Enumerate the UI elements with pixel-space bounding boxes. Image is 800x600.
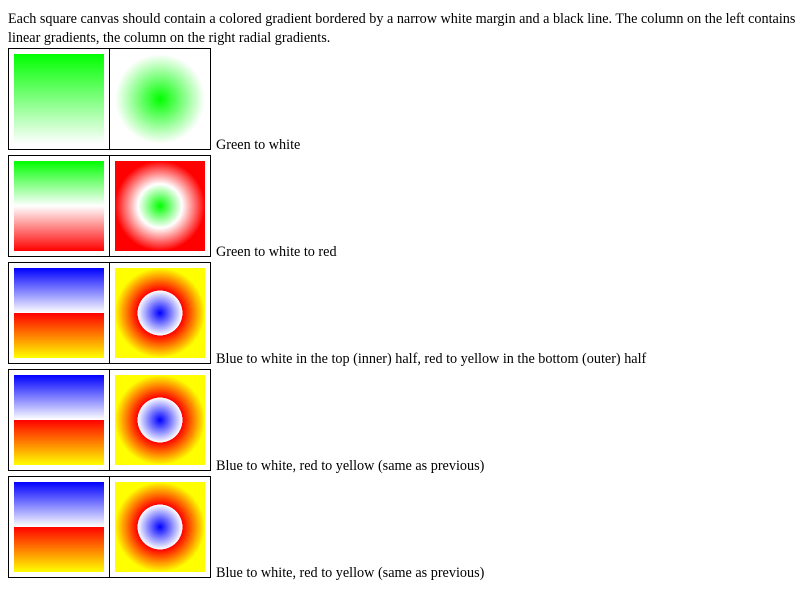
row-caption: Blue to white, red to yellow (same as pr… xyxy=(216,565,485,581)
row-caption: Green to white to red xyxy=(216,244,337,260)
radial-gradient-canvas xyxy=(109,48,211,150)
row-caption: Blue to white, red to yellow (same as pr… xyxy=(216,458,485,474)
gradient-row: Green to white xyxy=(8,48,798,153)
linear-gradient-swatch xyxy=(14,54,104,144)
gradient-row: Blue to white in the top (inner) half, r… xyxy=(8,262,798,367)
linear-gradient-canvas xyxy=(8,476,110,578)
radial-gradient-canvas xyxy=(109,262,211,364)
gradient-row: Blue to white, red to yellow (same as pr… xyxy=(8,476,798,581)
radial-gradient-canvas xyxy=(109,369,211,471)
intro-text: Each square canvas should contain a colo… xyxy=(8,11,796,46)
gradient-row: Green to white to red xyxy=(8,155,798,260)
row-caption: Green to white xyxy=(216,137,301,153)
radial-gradient-swatch xyxy=(115,54,205,144)
linear-gradient-canvas xyxy=(8,262,110,364)
radial-gradient-swatch xyxy=(115,268,205,358)
linear-gradient-canvas xyxy=(8,155,110,257)
radial-gradient-canvas xyxy=(109,155,211,257)
row-caption: Blue to white in the top (inner) half, r… xyxy=(216,351,647,367)
linear-gradient-swatch xyxy=(14,482,104,572)
radial-gradient-canvas xyxy=(109,476,211,578)
linear-gradient-swatch xyxy=(14,161,104,251)
gradient-row: Blue to white, red to yellow (same as pr… xyxy=(8,369,798,474)
linear-gradient-canvas xyxy=(8,48,110,150)
radial-gradient-swatch xyxy=(115,482,205,572)
radial-gradient-swatch xyxy=(115,375,205,465)
linear-gradient-canvas xyxy=(8,369,110,471)
linear-gradient-swatch xyxy=(14,375,104,465)
linear-gradient-swatch xyxy=(14,268,104,358)
radial-gradient-swatch xyxy=(115,161,205,251)
